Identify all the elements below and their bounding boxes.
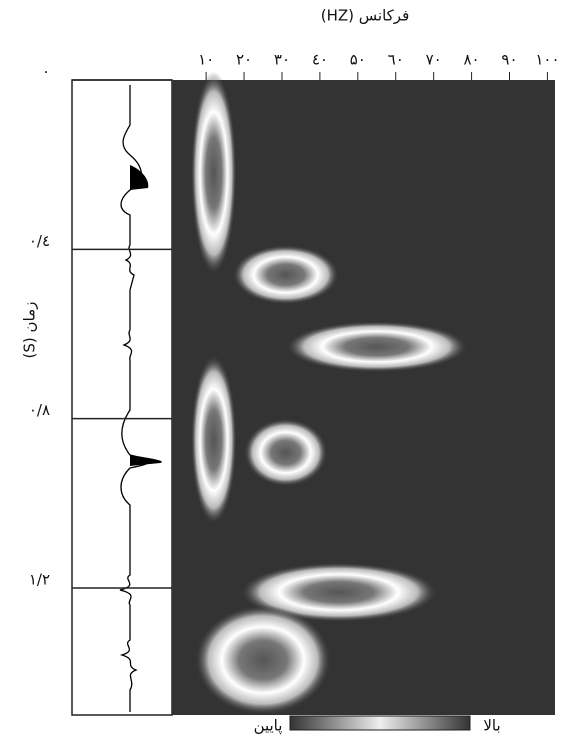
x-tick-label: ٦۰ [388, 51, 404, 69]
energy-blob [244, 419, 327, 487]
y-axis-label: (S) زمان [21, 302, 39, 359]
energy-blob [191, 355, 237, 524]
chart-title: (HZ) فرکانس [321, 7, 410, 25]
x-tick-label: ۸۰ [464, 51, 480, 69]
y-tick-label: ۱/۲ [29, 571, 50, 589]
x-tick-label: ۵۰ [350, 51, 366, 69]
x-tick-label: ۱۰ [198, 51, 214, 69]
figure: (HZ) فرکانس (S) زمان پایین بالا ۱۰ ۲۰ ۳۰ ٤۰… [0, 0, 566, 744]
energy-blob [191, 72, 237, 275]
y-tick-label: ۰ [42, 63, 50, 81]
x-tick-label: ۷۰ [426, 51, 442, 69]
y-tick-label: ۰/٤ [29, 232, 50, 250]
colorbar-low: پایین [254, 717, 283, 736]
x-tick-label: ۲۰ [236, 51, 252, 69]
x-tick-label: ۹۰ [501, 51, 517, 69]
energy-blob [233, 245, 339, 304]
colorbar-high: بالا [483, 717, 500, 735]
x-tick-label: ۳۰ [274, 51, 290, 69]
energy-blob [286, 321, 468, 372]
x-tick-label: ٤۰ [312, 51, 328, 69]
energy-blob [195, 605, 332, 715]
colorbar [290, 716, 470, 730]
trace-panel [72, 80, 172, 715]
x-tick-label: ۱۰۰ [535, 51, 559, 69]
y-tick-label: ۰/۸ [29, 401, 50, 419]
